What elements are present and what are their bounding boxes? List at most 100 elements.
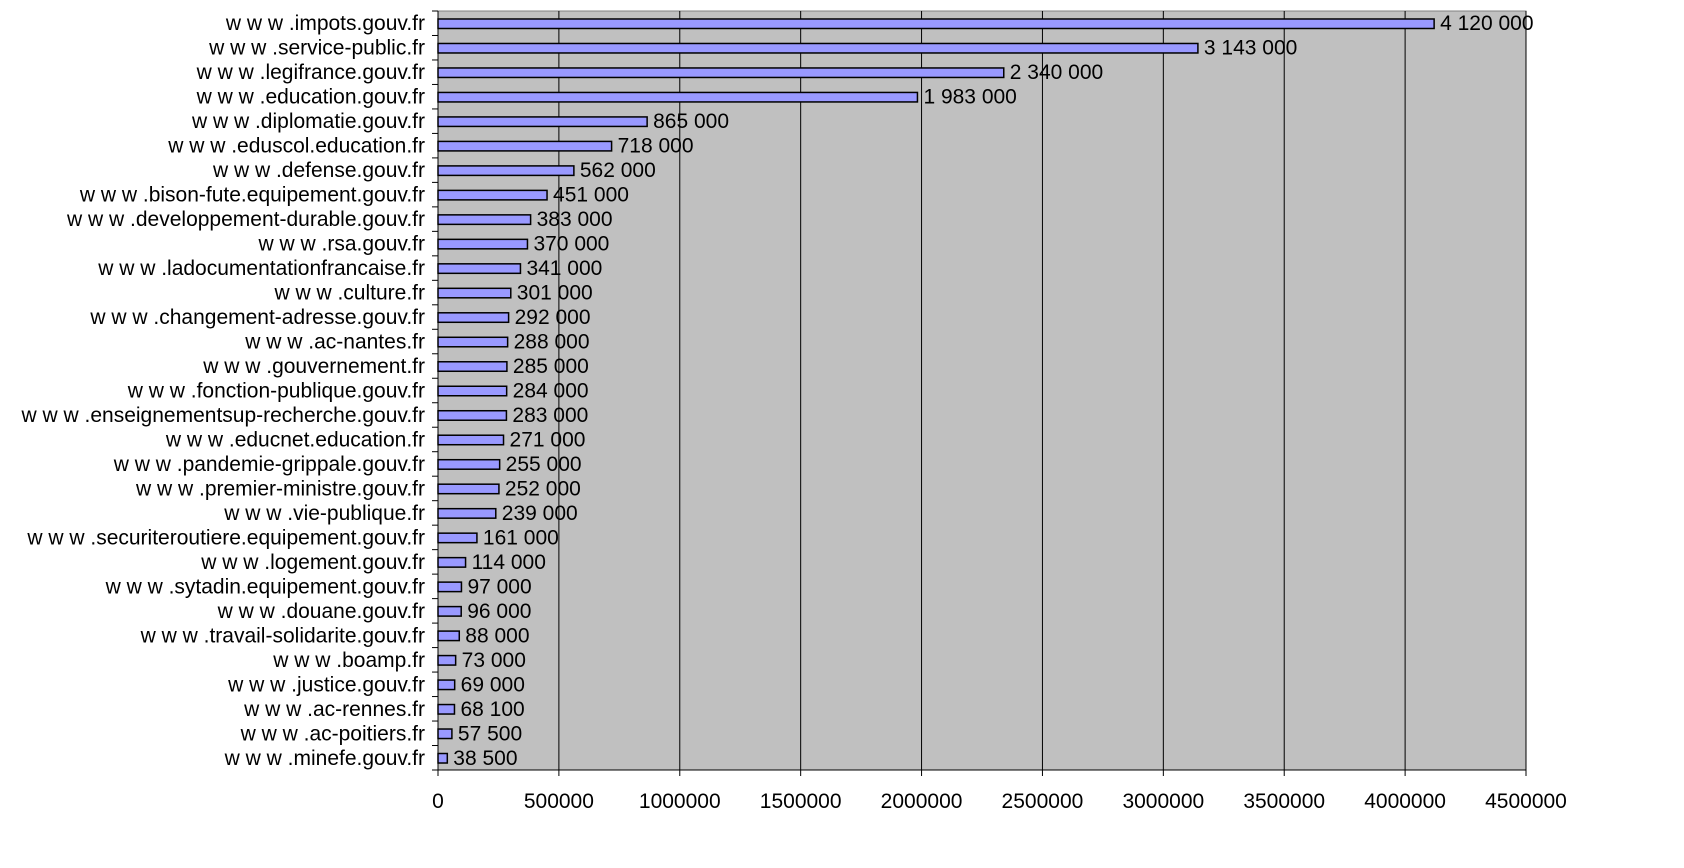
bar <box>437 434 505 446</box>
data-label: 383 000 <box>537 208 613 231</box>
data-label: 284 000 <box>513 380 589 403</box>
x-tick-labels: 0 500000 1000000 1500000 2000000 2500000 30000… <box>432 790 1567 813</box>
category-label: w w w .developpement-durable.gouv.fr <box>66 208 425 231</box>
data-label: 88 000 <box>465 624 529 647</box>
x-tick-label: 500000 <box>524 790 594 813</box>
data-label: 69 000 <box>461 673 525 696</box>
bar <box>437 703 456 715</box>
category-label: w w w .education.gouv.fr <box>196 86 425 109</box>
bar <box>437 214 532 226</box>
category-label: w w w .rsa.gouv.fr <box>258 233 425 256</box>
category-label: w w w .travail-solidarite.gouv.fr <box>140 624 425 647</box>
category-label: w w w .justice.gouv.fr <box>227 673 425 696</box>
data-label: 271 000 <box>510 428 586 451</box>
bar <box>437 116 648 128</box>
bar <box>437 654 457 666</box>
category-label: w w w .changement-adresse.gouv.fr <box>89 306 425 329</box>
category-labels: w w w .impots.gouv.frw w w .service-publ… <box>21 12 425 770</box>
data-label: 341 000 <box>526 257 602 280</box>
category-label: w w w .ac-poitiers.fr <box>240 722 425 745</box>
bar <box>437 263 522 275</box>
data-label: 239 000 <box>502 502 578 525</box>
x-tick-label: 2500000 <box>1002 790 1084 813</box>
bar <box>437 581 463 593</box>
category-label: w w w .boamp.fr <box>272 649 425 672</box>
bar <box>437 679 456 691</box>
x-tick-label: 4500000 <box>1485 790 1567 813</box>
bar <box>437 605 462 617</box>
category-label: w w w .securiteroutiere.equipement.gouv.… <box>26 526 425 549</box>
bar <box>437 312 510 324</box>
data-label: 38 500 <box>453 747 517 770</box>
bar <box>437 336 509 348</box>
bar <box>437 385 508 397</box>
category-label: w w w .fonction-publique.gouv.fr <box>127 380 425 403</box>
x-tick-label: 4000000 <box>1364 790 1446 813</box>
data-label: 4 120 000 <box>1440 12 1533 35</box>
x-tick-label: 1500000 <box>760 790 842 813</box>
category-label: w w w .sytadin.equipement.gouv.fr <box>105 575 425 598</box>
bar <box>437 67 1005 79</box>
bar <box>437 752 449 764</box>
category-label: w w w .ac-nantes.fr <box>244 331 425 354</box>
data-label: 292 000 <box>515 306 591 329</box>
category-label: w w w .service-public.fr <box>208 37 425 60</box>
data-label: 285 000 <box>513 355 589 378</box>
category-label: w w w .enseignementsup-recherche.gouv.fr <box>21 404 425 427</box>
category-label: w w w .douane.gouv.fr <box>217 600 425 623</box>
bar <box>437 483 500 495</box>
data-label: 3 143 000 <box>1204 37 1297 60</box>
category-label: w w w .logement.gouv.fr <box>200 551 425 574</box>
category-label: w w w .educnet.education.fr <box>165 428 425 451</box>
category-label: w w w .impots.gouv.fr <box>225 12 425 35</box>
bar <box>437 140 613 152</box>
x-tick-label: 3500000 <box>1243 790 1325 813</box>
bar <box>437 18 1435 30</box>
data-label: 562 000 <box>580 159 656 182</box>
x-tick-label: 1000000 <box>639 790 721 813</box>
category-label: w w w .gouvernement.fr <box>202 355 425 378</box>
bar <box>437 189 548 201</box>
bar <box>437 556 467 568</box>
bar <box>437 165 575 177</box>
bar <box>437 42 1199 54</box>
data-label: 255 000 <box>506 453 582 476</box>
grid-lines <box>558 11 1527 770</box>
category-label: w w w .vie-publique.fr <box>223 502 425 525</box>
plot-area <box>437 10 1527 771</box>
data-label: 288 000 <box>514 331 590 354</box>
data-label: 252 000 <box>505 477 581 500</box>
x-tick-label: 3000000 <box>1122 790 1204 813</box>
data-label: 2 340 000 <box>1010 61 1103 84</box>
data-label: 57 500 <box>458 722 522 745</box>
category-label: w w w .ladocumentationfrancaise.fr <box>97 257 425 280</box>
data-label: 161 000 <box>483 526 559 549</box>
bar <box>437 409 508 421</box>
category-label: w w w .eduscol.education.fr <box>167 135 425 158</box>
data-label: 301 000 <box>517 282 593 305</box>
category-label: w w w .ac-rennes.fr <box>243 698 425 721</box>
category-label: w w w .diplomatie.gouv.fr <box>191 110 425 133</box>
data-label: 96 000 <box>467 600 531 623</box>
category-label: w w w .pandemie-grippale.gouv.fr <box>113 453 425 476</box>
bar <box>437 630 461 642</box>
category-label: w w w .bison-fute.equipement.gouv.fr <box>79 184 425 207</box>
data-label: 68 100 <box>460 698 524 721</box>
category-label: w w w .legifrance.gouv.fr <box>196 61 425 84</box>
data-label: 865 000 <box>653 110 729 133</box>
category-label: w w w .minefe.gouv.fr <box>224 747 425 770</box>
category-label: w w w .defense.gouv.fr <box>212 159 425 182</box>
data-label: 73 000 <box>462 649 526 672</box>
category-label: w w w .premier-ministre.gouv.fr <box>135 477 425 500</box>
data-label: 1 983 000 <box>923 86 1016 109</box>
bar <box>437 507 497 519</box>
bar <box>437 728 453 740</box>
bar <box>437 91 919 103</box>
bar <box>437 287 512 299</box>
data-label: 451 000 <box>553 184 629 207</box>
data-label: 370 000 <box>533 233 609 256</box>
bar <box>437 238 529 250</box>
